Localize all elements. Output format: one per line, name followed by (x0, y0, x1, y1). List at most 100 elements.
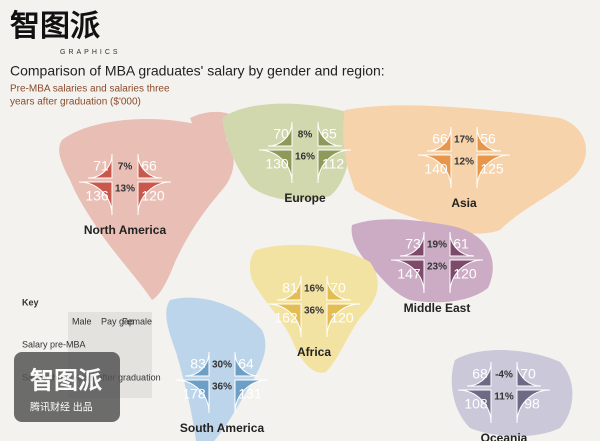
region: 70 65 130 112 8% 16% Europe (258, 121, 352, 205)
pre-gap: 19% (427, 240, 447, 251)
quadrant (87, 153, 113, 179)
quadrant (390, 259, 425, 294)
quadrant (267, 121, 293, 147)
pre-female: 70 (520, 366, 536, 382)
quadrant (78, 181, 113, 216)
post-female: 120 (453, 266, 477, 282)
pre-gap: 30% (212, 360, 232, 371)
quadrant (449, 231, 475, 257)
quadrant (326, 303, 361, 338)
pre-female: 56 (480, 131, 496, 147)
logo: 智图派 (10, 10, 100, 43)
post-male: 130 (265, 156, 289, 172)
post-female: 112 (322, 156, 345, 172)
key-title: Key (22, 297, 39, 307)
quadrant (317, 149, 352, 184)
quadrant (137, 153, 163, 179)
quadrant (317, 121, 343, 147)
watermark: 智图派 腾讯财经 出品 (14, 352, 120, 422)
pre-female: 70 (330, 280, 346, 296)
quadrant (175, 379, 210, 414)
logo-sub: GRAPHICS (60, 49, 121, 56)
region: 81 70 162 120 16% 36% Africa (267, 275, 361, 359)
region-name: North America (84, 223, 167, 237)
post-male: 140 (424, 161, 448, 177)
quadrant (326, 275, 352, 301)
region: 71 66 136 120 7% 13% North America (78, 153, 172, 237)
africa-land (249, 244, 378, 373)
pre-gap: -4% (495, 370, 513, 381)
post-male: 108 (464, 396, 488, 412)
post-gap: 16% (295, 152, 315, 163)
quadrant (234, 379, 269, 414)
pre-female: 66 (141, 158, 157, 174)
post-female: 120 (141, 188, 165, 204)
key-column: Pay gap (101, 316, 134, 326)
key-column: Male (72, 316, 92, 326)
oceania-land (451, 350, 573, 437)
quadrant (426, 126, 452, 152)
south-america-land (166, 297, 266, 441)
watermark-sub: 腾讯财经 出品 (30, 401, 93, 414)
watermark-name: 智图派 (30, 366, 102, 394)
pre-male: 71 (93, 158, 109, 174)
pre-female: 61 (453, 236, 469, 252)
post-gap: 13% (115, 184, 135, 195)
post-male: 136 (85, 188, 109, 204)
quadrant (516, 361, 542, 387)
pre-gap: 16% (304, 284, 324, 295)
post-gap: 36% (212, 382, 232, 393)
quadrant (516, 389, 551, 424)
post-female: 125 (480, 161, 504, 177)
pre-male: 70 (273, 126, 289, 142)
post-gap: 36% (304, 306, 324, 317)
post-female: 98 (524, 396, 540, 412)
region: 73 61 147 120 19% 23% Middle East (390, 231, 484, 315)
region: 68 70 108 98 -4% 11% Oceania (457, 361, 551, 441)
region-name: Oceania (481, 431, 528, 441)
post-female: 120 (330, 310, 354, 326)
quadrant (476, 126, 502, 152)
quadrant (184, 351, 210, 377)
quadrant (476, 154, 511, 189)
post-gap: 12% (454, 157, 474, 168)
subtitle: Pre-MBA salaries and salaries three (10, 84, 170, 95)
quadrant (258, 149, 293, 184)
pre-gap: 8% (298, 130, 313, 141)
pre-male: 81 (282, 280, 298, 296)
quadrant (267, 303, 302, 338)
post-male: 162 (274, 310, 298, 326)
north-america-land (59, 118, 234, 300)
region-name: Asia (451, 196, 477, 210)
quadrant (466, 361, 492, 387)
post-gap: 23% (427, 262, 447, 273)
region-name: Middle East (404, 301, 471, 315)
post-male: 178 (182, 386, 206, 402)
region-name: Africa (297, 345, 331, 359)
quadrant (449, 259, 484, 294)
subtitle: years after graduation ($'000) (10, 97, 141, 108)
quadrant (457, 389, 492, 424)
post-male: 147 (397, 266, 421, 282)
post-female: 131 (238, 386, 262, 402)
pre-male: 73 (405, 236, 421, 252)
title: Comparison of MBA graduates' salary by g… (10, 63, 385, 79)
region: 66 56 140 125 17% 12% Asia (417, 126, 511, 210)
post-gap: 11% (494, 392, 514, 403)
key-column: Female (122, 316, 152, 326)
quadrant (137, 181, 172, 216)
region: 83 64 178 131 30% 36% South America (175, 351, 269, 435)
pre-gap: 17% (454, 135, 474, 146)
pre-female: 65 (321, 126, 337, 142)
asia-land (343, 105, 587, 234)
key-row: Salary pre-MBA (22, 339, 86, 349)
quadrant (417, 154, 452, 189)
region-name: Europe (284, 191, 326, 205)
pre-female: 64 (238, 356, 254, 372)
pre-male: 66 (432, 131, 448, 147)
region-name: South America (180, 421, 265, 435)
pre-gap: 7% (118, 162, 133, 173)
quadrant (234, 351, 260, 377)
pre-male: 68 (472, 366, 488, 382)
